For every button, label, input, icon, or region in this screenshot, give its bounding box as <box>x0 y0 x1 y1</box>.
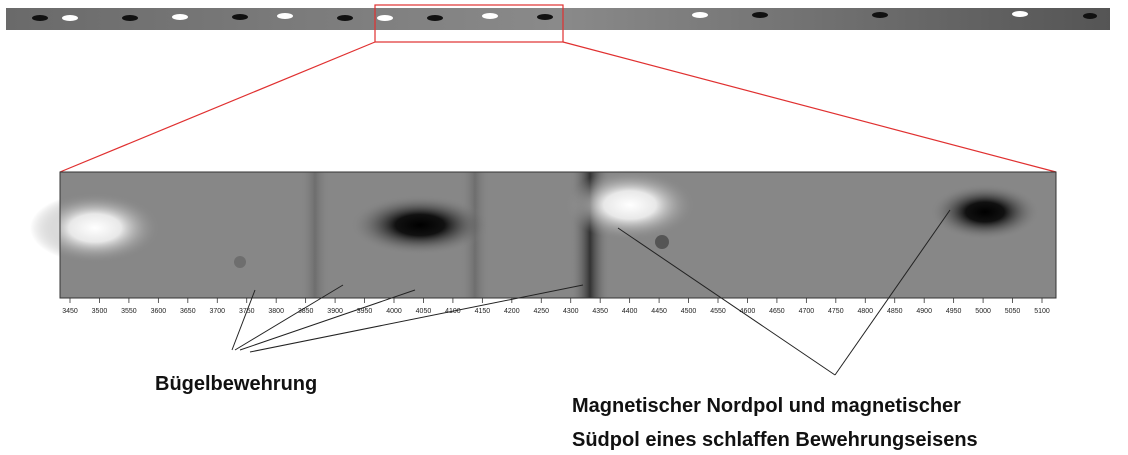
tick-label: 4300 <box>563 308 579 315</box>
overview-strip <box>6 5 1110 42</box>
axis: 3450350035503600365037003750380038503900… <box>62 298 1050 315</box>
tick-label: 4500 <box>681 308 697 315</box>
tick-label: 4350 <box>592 308 608 315</box>
tick-label: 3500 <box>92 308 108 315</box>
tick-label: 4150 <box>475 308 491 315</box>
tick-label: 3650 <box>180 308 196 315</box>
tick-label: 4800 <box>857 308 873 315</box>
tick-label: 4650 <box>769 308 785 315</box>
pole-label: Magnetischer Nordpol und magnetischer <box>572 395 961 417</box>
tick-label: 5050 <box>1005 308 1021 315</box>
tick-label: 4400 <box>622 308 638 315</box>
pole-label: Südpol eines schlaffen Bewehrungseisens <box>572 429 978 451</box>
tick-label: 3800 <box>268 308 284 315</box>
zoom-line <box>563 42 1056 172</box>
tick-label: 4450 <box>651 308 667 315</box>
tick-label: 4000 <box>386 308 402 315</box>
figure: 3450350035503600365037003750380038503900… <box>0 0 1128 455</box>
tick-label: 4850 <box>887 308 903 315</box>
tick-label: 4750 <box>828 308 844 315</box>
tick-label: 5000 <box>975 308 991 315</box>
tick-label: 4550 <box>710 308 726 315</box>
tick-label: 4200 <box>504 308 520 315</box>
tick-label: 3450 <box>62 308 78 315</box>
tick-label: 4900 <box>916 308 932 315</box>
tick-label: 4700 <box>799 308 815 315</box>
tick-label: 4050 <box>416 308 432 315</box>
tick-label: 3900 <box>327 308 343 315</box>
tick-label: 3550 <box>121 308 137 315</box>
tick-label: 4250 <box>533 308 549 315</box>
tick-label: 3600 <box>151 308 167 315</box>
stirrup-label: Bügelbewehrung <box>155 373 317 395</box>
tick-label: 5100 <box>1034 308 1050 315</box>
tick-label: 4950 <box>946 308 962 315</box>
tick-label: 3700 <box>209 308 225 315</box>
zoom-line <box>60 42 375 172</box>
tick-label: 3850 <box>298 308 314 315</box>
